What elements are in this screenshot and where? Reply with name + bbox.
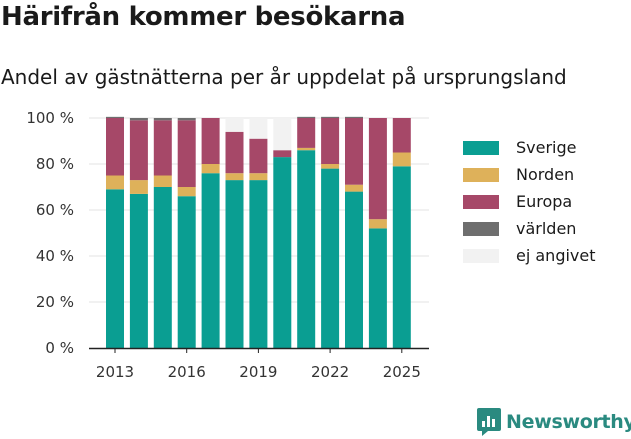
bar-segment xyxy=(249,180,268,348)
legend-swatch-europa xyxy=(463,194,499,209)
bar-segment xyxy=(225,131,244,174)
bar-segment xyxy=(273,150,292,158)
newsworthy-logo-icon xyxy=(477,408,501,436)
bar-segment xyxy=(273,157,292,348)
bar-segment xyxy=(249,138,268,174)
bar-segment xyxy=(201,173,220,348)
bar-segment xyxy=(297,147,316,151)
bar-segment xyxy=(177,120,196,187)
bar-segment xyxy=(129,193,148,348)
bar-segment xyxy=(249,118,268,139)
legend-swatch-ej-angivet xyxy=(463,248,499,263)
chart-title: Härifrån kommer besökarna xyxy=(1,2,406,32)
legend-item-sverige: Sverige xyxy=(463,134,596,161)
legend-label-ej-angivet: ej angivet xyxy=(516,246,596,265)
x-tick-label: 2022 xyxy=(311,363,349,381)
bar-segment xyxy=(225,118,244,132)
legend-item-europa: Europa xyxy=(463,188,596,215)
bar-segment xyxy=(345,116,363,118)
bar-segment xyxy=(249,173,268,181)
bar-segment xyxy=(106,118,124,176)
bar-segment xyxy=(297,150,316,348)
bar-segment xyxy=(321,118,340,164)
y-tick-label: 20 % xyxy=(36,293,74,311)
legend-item-norden: Norden xyxy=(463,161,596,188)
bar-segment xyxy=(106,116,124,118)
bar-segment xyxy=(321,116,340,118)
y-tick-label: 60 % xyxy=(36,201,74,219)
bar-segment xyxy=(392,152,411,167)
x-tick-label: 2019 xyxy=(239,363,277,381)
brand-name: Newsworthy xyxy=(506,411,631,433)
x-tick-label: 2016 xyxy=(168,363,206,381)
y-tick-label: 40 % xyxy=(36,247,74,265)
bar-segment xyxy=(392,118,411,153)
bar-segment xyxy=(153,118,172,121)
legend-item-ej-angivet: ej angivet xyxy=(463,242,596,269)
y-tick-label: 100 % xyxy=(26,109,74,127)
bar-segment xyxy=(297,116,316,118)
bar-segment xyxy=(177,187,196,197)
bar-segment xyxy=(129,180,148,194)
legend-label-sverige: Sverige xyxy=(516,138,577,157)
bar-segment xyxy=(201,118,220,164)
bar-segment xyxy=(368,118,387,220)
x-tick-label: 2025 xyxy=(383,363,421,381)
bar-segment xyxy=(201,164,220,174)
bar-segment xyxy=(153,120,172,176)
legend-item-varlden: världen xyxy=(463,215,596,242)
bar-segment xyxy=(225,180,244,348)
bar-segment xyxy=(345,191,363,348)
y-tick-label: 0 % xyxy=(45,339,74,357)
y-tick-label: 80 % xyxy=(36,155,74,173)
bar-segment xyxy=(177,118,196,121)
bar-segment xyxy=(368,219,387,229)
bar-segment xyxy=(153,187,172,348)
bar-segment xyxy=(106,175,124,190)
bar-segment xyxy=(129,120,148,181)
bar-segment xyxy=(321,168,340,348)
newsworthy-brand: Newsworthy xyxy=(476,407,631,437)
bar-segment xyxy=(297,118,316,148)
bar-segment xyxy=(321,164,340,169)
bar-segment xyxy=(177,196,196,348)
x-tick-label: 2013 xyxy=(96,363,134,381)
bar-segment xyxy=(273,118,292,151)
bar-segment xyxy=(225,173,244,181)
bar-segment xyxy=(153,175,172,187)
bar-segment xyxy=(392,166,411,348)
legend-label-varlden: världen xyxy=(516,219,577,238)
legend-swatch-varlden xyxy=(463,221,499,236)
legend-label-europa: Europa xyxy=(516,192,573,211)
bar-segment xyxy=(345,118,363,185)
bar-segment xyxy=(129,118,148,121)
chart-legend: Sverige Norden Europa världen ej angivet xyxy=(463,134,596,269)
legend-swatch-norden xyxy=(463,167,499,182)
bar-segment xyxy=(368,228,387,348)
legend-swatch-sverige xyxy=(463,140,499,155)
bar-segment xyxy=(106,189,124,348)
legend-label-norden: Norden xyxy=(516,165,575,184)
chart-subtitle: Andel av gästnätterna per år uppdelat på… xyxy=(1,65,567,89)
bar-segment xyxy=(345,184,363,192)
